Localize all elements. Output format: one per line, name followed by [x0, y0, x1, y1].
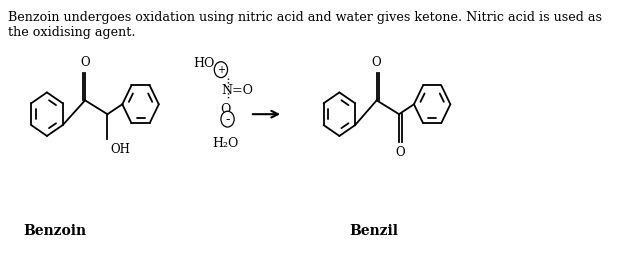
Text: H₂O: H₂O — [212, 137, 238, 150]
Text: Benzoin undergoes oxidation using nitric acid and water gives ketone. Nitric aci: Benzoin undergoes oxidation using nitric… — [8, 11, 602, 39]
Text: HO: HO — [193, 57, 214, 70]
Circle shape — [214, 62, 227, 78]
Text: OH: OH — [110, 143, 130, 156]
Text: -: - — [225, 113, 230, 125]
Circle shape — [221, 111, 234, 127]
Text: Benzoin: Benzoin — [24, 224, 87, 238]
Text: O: O — [80, 56, 90, 69]
Text: Benzil: Benzil — [350, 224, 399, 238]
Text: N=O: N=O — [222, 84, 254, 96]
Text: O: O — [396, 146, 406, 159]
Text: O: O — [372, 56, 382, 69]
Text: +: + — [217, 65, 225, 75]
Text: O: O — [220, 103, 231, 116]
